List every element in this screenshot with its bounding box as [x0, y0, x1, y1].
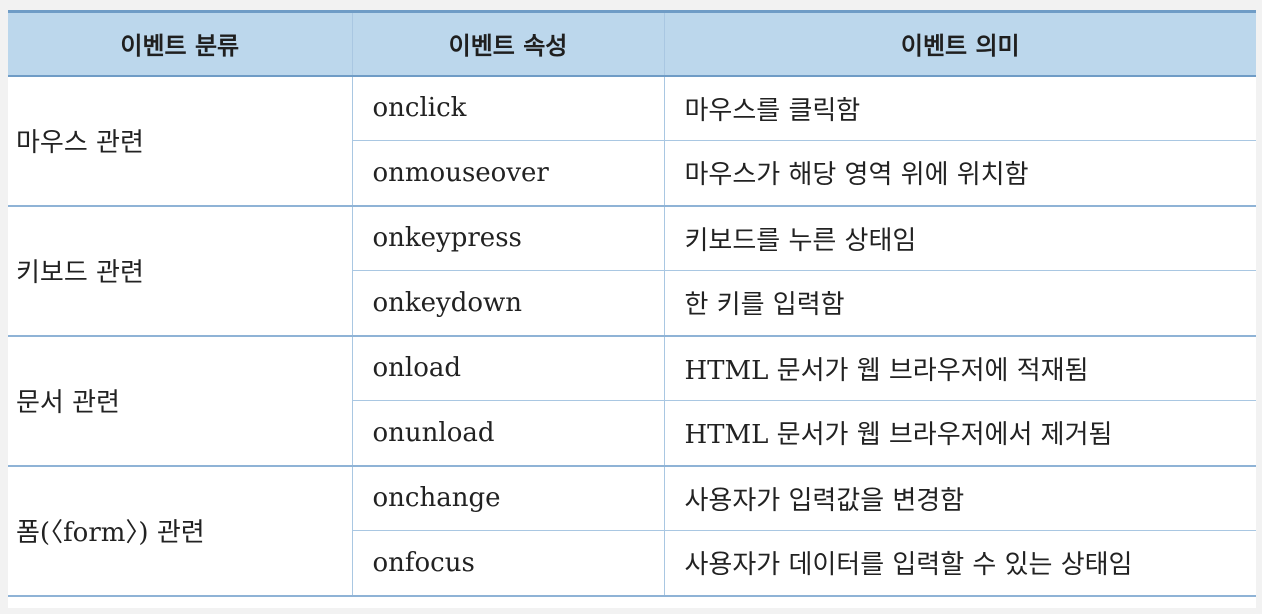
event-table: 이벤트 분류 이벤트 속성 이벤트 의미 마우스 관련 onclick 마우스를… [8, 10, 1256, 597]
attribute-cell: onclick [351, 75, 664, 141]
attribute-cell: onkeydown [351, 270, 664, 337]
table-row: 문서 관련 onload HTML 문서가 웹 브라우저에 적재됨 [8, 335, 1256, 467]
attribute-cell: onkeypress [351, 205, 664, 271]
table-header: 이벤트 분류 이벤트 속성 이벤트 의미 [8, 10, 1256, 77]
meaning-cell: HTML 문서가 웹 브라우저에 적재됨 [663, 335, 1256, 401]
table-row: 마우스 관련 onclick 마우스를 클릭함 [8, 75, 1256, 207]
table-row: 키보드 관련 onkeypress 키보드를 누른 상태임 [8, 205, 1256, 337]
meaning-cell: HTML 문서가 웹 브라우저에서 제거됨 [663, 400, 1256, 467]
meaning-cell: 키보드를 누른 상태임 [663, 205, 1256, 271]
attribute-cell: onchange [351, 465, 664, 531]
category-cell-form: 폼(〈form〉) 관련 [8, 465, 352, 597]
table-body: 마우스 관련 onclick 마우스를 클릭함 onmouseover 마우스가… [8, 75, 1256, 597]
header-category: 이벤트 분류 [8, 10, 352, 77]
attribute-cell: onmouseover [351, 140, 664, 207]
meaning-cell: 사용자가 데이터를 입력할 수 있는 상태임 [663, 530, 1256, 597]
header-row: 이벤트 분류 이벤트 속성 이벤트 의미 [8, 10, 1256, 77]
category-cell-mouse: 마우스 관련 [8, 75, 352, 207]
attribute-cell: onload [351, 335, 664, 401]
table-row: onfocus 사용자가 데이터를 입력할 수 있는 상태임 [8, 530, 1256, 597]
table-row: 폼(〈form〉) 관련 onchange 사용자가 입력값을 변경함 [8, 465, 1256, 597]
meaning-cell: 마우스를 클릭함 [663, 75, 1256, 141]
event-table-frame: 이벤트 분류 이벤트 속성 이벤트 의미 마우스 관련 onclick 마우스를… [8, 10, 1256, 608]
category-cell-document: 문서 관련 [8, 335, 352, 467]
table-row: onkeydown 한 키를 입력함 [8, 270, 1256, 337]
attribute-cell: onfocus [351, 530, 664, 597]
table-row: onmouseover 마우스가 해당 영역 위에 위치함 [8, 140, 1256, 207]
table-row: onunload HTML 문서가 웹 브라우저에서 제거됨 [8, 400, 1256, 467]
category-cell-keyboard: 키보드 관련 [8, 205, 352, 337]
meaning-cell: 사용자가 입력값을 변경함 [663, 465, 1256, 531]
header-attribute: 이벤트 속성 [351, 10, 664, 77]
attribute-cell: onunload [351, 400, 664, 467]
header-meaning: 이벤트 의미 [663, 10, 1256, 77]
meaning-cell: 마우스가 해당 영역 위에 위치함 [663, 140, 1256, 207]
meaning-cell: 한 키를 입력함 [663, 270, 1256, 337]
